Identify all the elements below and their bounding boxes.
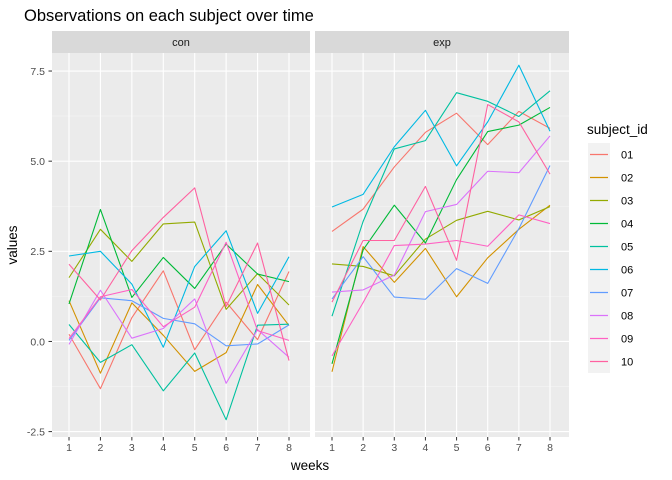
legend-label-01: 01 (621, 150, 633, 162)
y-tick-label: 0.0 (30, 336, 45, 348)
panel-con-background (52, 53, 310, 437)
strip-exp-background (315, 31, 569, 53)
series-line-con-02 (68, 283, 290, 374)
x-tick-label: 7 (516, 442, 522, 454)
x-tick-label: 8 (547, 442, 553, 454)
legend-title: subject_id (587, 122, 648, 137)
series-line-con-10 (68, 187, 290, 361)
panel-con-lines (68, 187, 290, 421)
legend-label-02: 02 (621, 173, 633, 185)
series-line-con-04 (68, 208, 290, 305)
legend-label-10: 10 (621, 357, 633, 369)
series-line-exp-03 (331, 206, 551, 277)
y-tick-label: 2.5 (30, 246, 45, 258)
strip-con-label: con (172, 37, 190, 49)
x-tick-label: 6 (223, 442, 229, 454)
strip-con-background (52, 31, 310, 53)
x-axis-title: weeks (290, 458, 330, 473)
panel-exp-background (315, 53, 569, 437)
legend: subject_id 01 02 03 04 05 06 07 08 09 10 (587, 122, 648, 373)
x-tick-label: 7 (255, 442, 261, 454)
series-line-exp-02 (331, 204, 551, 372)
series-line-exp-09 (331, 214, 551, 357)
series-line-exp-05 (331, 90, 551, 317)
x-axis: 1 2 3 4 5 6 7 8 1 2 3 4 5 6 7 8 (66, 437, 553, 454)
x-tick-label: 4 (423, 442, 429, 454)
panel-con-grid (52, 53, 310, 437)
series-line-con-06 (68, 230, 290, 348)
series-line-exp-04 (331, 106, 551, 364)
x-tick-label: 2 (360, 442, 366, 454)
legend-label-09: 09 (621, 334, 633, 346)
series-line-con-01 (68, 270, 290, 390)
x-tick-label: 1 (329, 442, 335, 454)
series-line-con-08 (68, 289, 290, 384)
panel-exp: exp (315, 31, 569, 437)
legend-label-07: 07 (621, 288, 633, 300)
x-tick-label: 3 (391, 442, 397, 454)
series-line-con-03 (68, 221, 290, 310)
panel-exp-lines (331, 64, 551, 372)
x-tick-label: 8 (286, 442, 292, 454)
series-line-con-09 (68, 241, 290, 341)
x-tick-label: 3 (129, 442, 135, 454)
legend-label-04: 04 (621, 219, 633, 231)
legend-items: 01 02 03 04 05 06 07 08 09 10 (588, 143, 633, 373)
series-line-exp-08 (331, 135, 551, 293)
y-tick-label: 5.0 (30, 156, 45, 168)
y-tick-label: -2.5 (27, 426, 45, 438)
series-line-exp-06 (331, 64, 551, 208)
chart-title: Observations on each subject over time (24, 7, 314, 25)
x-tick-label: 5 (454, 442, 460, 454)
x-tick-label: 4 (160, 442, 166, 454)
legend-label-08: 08 (621, 311, 633, 323)
series-line-con-05 (68, 323, 290, 421)
y-tick-label: 7.5 (30, 66, 45, 78)
y-axis-title: values (5, 225, 20, 264)
series-line-exp-10 (331, 104, 551, 303)
strip-exp-label: exp (433, 37, 451, 49)
panel-con: con (52, 31, 310, 437)
series-line-exp-07 (331, 165, 551, 300)
legend-label-03: 03 (621, 196, 633, 208)
x-tick-label: 6 (485, 442, 491, 454)
x-tick-label: 5 (192, 442, 198, 454)
x-tick-label: 2 (98, 442, 104, 454)
legend-label-06: 06 (621, 265, 633, 277)
y-axis: -2.5 0.0 2.5 5.0 7.5 (27, 66, 52, 438)
x-tick-label: 1 (66, 442, 72, 454)
series-line-exp-01 (331, 110, 551, 232)
legend-label-05: 05 (621, 242, 633, 254)
